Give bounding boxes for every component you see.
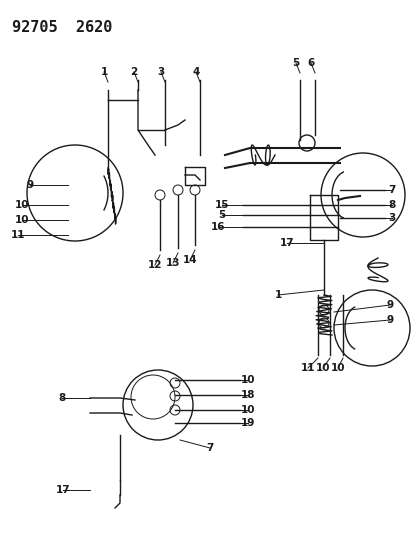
- Text: 11: 11: [300, 363, 314, 373]
- Text: 17: 17: [279, 238, 294, 248]
- Text: 8: 8: [387, 200, 395, 210]
- Text: 10: 10: [15, 215, 29, 225]
- Text: 14: 14: [182, 255, 197, 265]
- Text: 18: 18: [240, 390, 255, 400]
- Text: 2: 2: [130, 67, 137, 77]
- Text: 10: 10: [240, 375, 255, 385]
- Text: 3: 3: [157, 67, 164, 77]
- Text: 9: 9: [26, 180, 33, 190]
- Text: 7: 7: [387, 185, 395, 195]
- Text: 9: 9: [385, 300, 393, 310]
- Text: 4: 4: [192, 67, 199, 77]
- Text: 15: 15: [214, 200, 229, 210]
- Text: 9: 9: [385, 315, 393, 325]
- Text: 5: 5: [292, 58, 299, 68]
- Text: 5: 5: [218, 210, 225, 220]
- Text: 16: 16: [210, 222, 225, 232]
- Text: 11: 11: [11, 230, 25, 240]
- Text: 17: 17: [56, 485, 70, 495]
- Text: 7: 7: [206, 443, 213, 453]
- Text: 1: 1: [100, 67, 107, 77]
- Text: 10: 10: [15, 200, 29, 210]
- Text: 13: 13: [165, 258, 180, 268]
- Text: 12: 12: [147, 260, 162, 270]
- Text: 6: 6: [306, 58, 314, 68]
- Text: 92705  2620: 92705 2620: [12, 20, 112, 35]
- Text: 1: 1: [274, 290, 281, 300]
- Text: 10: 10: [315, 363, 330, 373]
- Text: 8: 8: [58, 393, 66, 403]
- Text: 10: 10: [330, 363, 344, 373]
- Text: 19: 19: [240, 418, 254, 428]
- Text: 10: 10: [240, 405, 255, 415]
- Text: 3: 3: [387, 213, 395, 223]
